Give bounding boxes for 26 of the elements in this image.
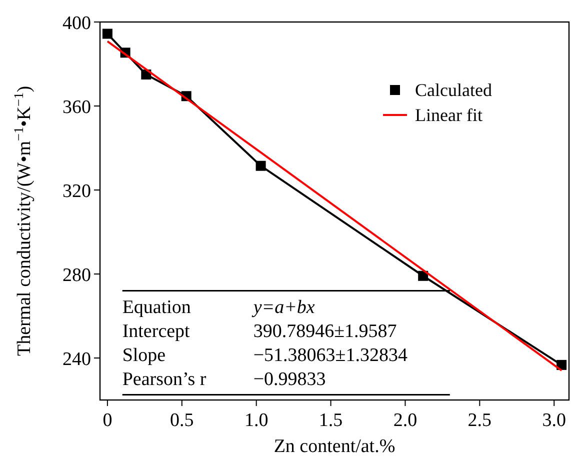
annotation: 390.78946±1.9587 — [253, 320, 397, 342]
x-tick-label: 1.0 — [244, 410, 268, 431]
annotation: Equation — [122, 296, 192, 318]
y-tick-label: 320 — [62, 181, 91, 202]
x-tick-label: 2.5 — [468, 410, 492, 431]
annotation: −51.38063±1.32834 — [253, 344, 408, 366]
point — [418, 270, 428, 281]
x-tick-label: 1.5 — [318, 410, 343, 431]
annotation: Pearson’s r — [122, 368, 207, 390]
annotation: y=a+bx — [251, 296, 316, 318]
x-tick-label: 0 — [102, 410, 112, 431]
annotation: Intercept — [122, 320, 191, 342]
y-tick-label: 360 — [62, 97, 91, 118]
x-tick-label: 2.0 — [393, 410, 418, 431]
x-axis-title: Zn content/at.% — [274, 436, 396, 457]
annotation: Slope — [122, 344, 166, 366]
legend-label: Calculated — [415, 80, 492, 100]
legend-label: Linear fit — [415, 105, 482, 125]
point — [256, 160, 266, 171]
point — [102, 28, 112, 39]
x-tick-label: 0.5 — [170, 410, 194, 431]
y-tick-label: 240 — [62, 349, 91, 370]
y-tick-label: 400 — [62, 13, 91, 34]
x-tick-label: 3.0 — [542, 410, 566, 431]
annotation: −0.99833 — [253, 368, 326, 390]
y-tick-label: 280 — [62, 265, 91, 286]
